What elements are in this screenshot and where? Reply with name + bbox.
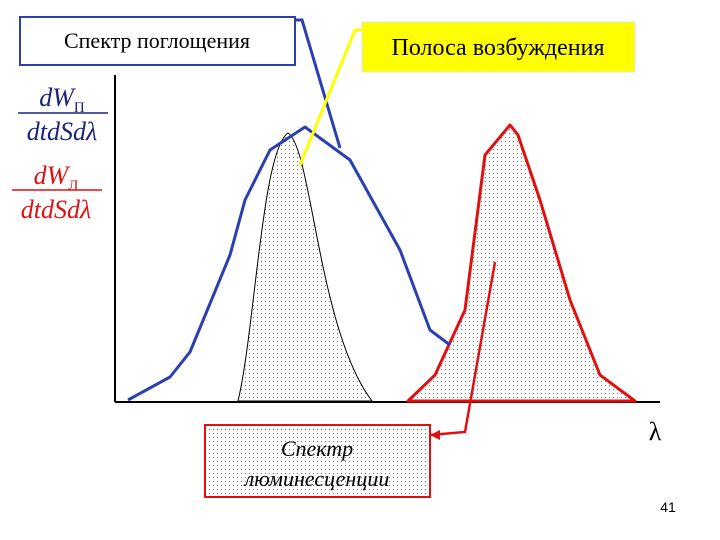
luminescence-label-line: люминесценции: [243, 466, 390, 491]
absorption-box: [19, 16, 296, 66]
luminescence-label-line: Спектр: [281, 436, 353, 461]
absorption-pointer: [295, 18, 342, 149]
luminescence-box: [204, 424, 431, 498]
excitation-pointer: [298, 28, 362, 166]
luminescence-curve: [406, 123, 637, 403]
excitation-label: Полоса возбуждения: [392, 35, 605, 61]
numerator: dWП: [39, 83, 85, 116]
x-axis-label: λ: [649, 417, 662, 446]
arrowhead: [430, 430, 440, 440]
excitation-box: [361, 21, 636, 73]
page-number: 41: [660, 499, 676, 515]
numerator: dWЛ: [34, 161, 79, 194]
y-label-luminescence: dWЛ dtdSdλ: [12, 161, 102, 224]
denominator: dtdSdλ: [27, 117, 97, 146]
y-label-absorption: dWП dtdSdλ: [18, 83, 108, 146]
luminescence-pointer: [429, 261, 497, 437]
excitation-band-curve: [237, 132, 374, 402]
absorption-curve: [127, 125, 451, 402]
absorption-label: Спектр поглощения: [64, 28, 250, 53]
denominator: dtdSdλ: [21, 195, 91, 224]
